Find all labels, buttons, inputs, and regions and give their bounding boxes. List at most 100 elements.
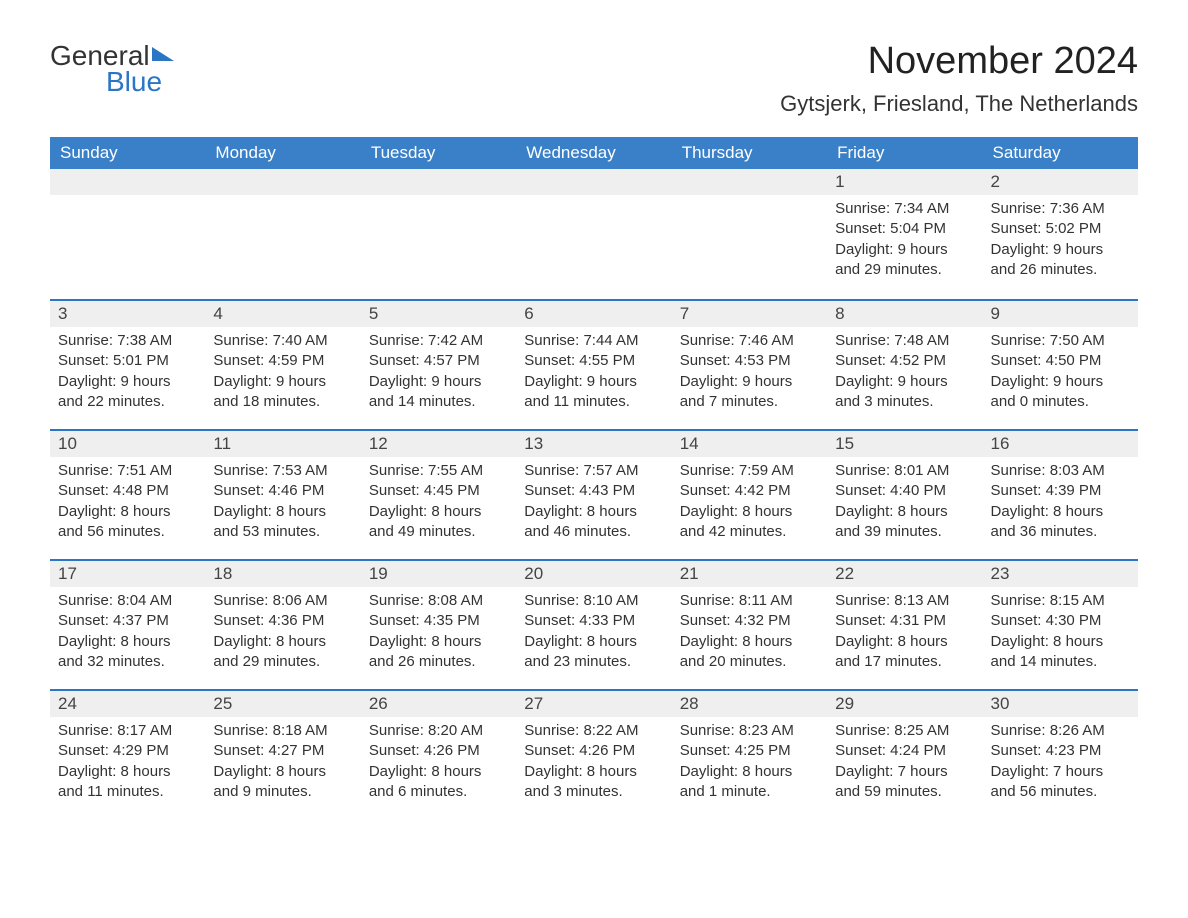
day-sunrise: Sunrise: 8:13 AM	[835, 591, 974, 611]
day-details: Sunrise: 7:59 AMSunset: 4:42 PMDaylight:…	[672, 457, 827, 552]
day-details: Sunrise: 7:34 AMSunset: 5:04 PMDaylight:…	[827, 195, 982, 290]
day-number: 23	[983, 561, 1138, 587]
day-daylight2: and 6 minutes.	[369, 782, 508, 802]
title-block: November 2024 Gytsjerk, Friesland, The N…	[780, 40, 1138, 117]
day-daylight1: Daylight: 9 hours	[213, 372, 352, 392]
day-details: Sunrise: 8:08 AMSunset: 4:35 PMDaylight:…	[361, 587, 516, 682]
day-daylight1: Daylight: 8 hours	[680, 632, 819, 652]
day-sunrise: Sunrise: 8:01 AM	[835, 461, 974, 481]
day-cell: 18Sunrise: 8:06 AMSunset: 4:36 PMDayligh…	[205, 559, 360, 689]
day-daylight2: and 11 minutes.	[524, 392, 663, 412]
daynum-bar: 7	[672, 299, 827, 327]
day-daylight1: Daylight: 7 hours	[835, 762, 974, 782]
day-details: Sunrise: 8:17 AMSunset: 4:29 PMDaylight:…	[50, 717, 205, 812]
logo-triangle-icon	[152, 47, 174, 61]
day-sunrise: Sunrise: 8:03 AM	[991, 461, 1130, 481]
day-details: Sunrise: 7:48 AMSunset: 4:52 PMDaylight:…	[827, 327, 982, 422]
week-row: 1Sunrise: 7:34 AMSunset: 5:04 PMDaylight…	[50, 169, 1138, 299]
day-sunrise: Sunrise: 8:20 AM	[369, 721, 508, 741]
day-sunset: Sunset: 4:35 PM	[369, 611, 508, 631]
day-sunrise: Sunrise: 8:08 AM	[369, 591, 508, 611]
day-sunset: Sunset: 4:43 PM	[524, 481, 663, 501]
day-sunrise: Sunrise: 7:42 AM	[369, 331, 508, 351]
day-details: Sunrise: 8:25 AMSunset: 4:24 PMDaylight:…	[827, 717, 982, 812]
day-sunset: Sunset: 4:59 PM	[213, 351, 352, 371]
daynum-bar: 16	[983, 429, 1138, 457]
day-cell	[205, 169, 360, 299]
empty-daynum-bar	[516, 169, 671, 195]
day-sunset: Sunset: 4:36 PM	[213, 611, 352, 631]
day-number: 30	[983, 691, 1138, 717]
day-details: Sunrise: 8:26 AMSunset: 4:23 PMDaylight:…	[983, 717, 1138, 812]
day-sunset: Sunset: 4:23 PM	[991, 741, 1130, 761]
day-number: 29	[827, 691, 982, 717]
daynum-bar: 28	[672, 689, 827, 717]
day-daylight2: and 29 minutes.	[835, 260, 974, 280]
day-cell: 10Sunrise: 7:51 AMSunset: 4:48 PMDayligh…	[50, 429, 205, 559]
day-daylight1: Daylight: 8 hours	[991, 502, 1130, 522]
day-daylight2: and 14 minutes.	[991, 652, 1130, 672]
daynum-bar: 8	[827, 299, 982, 327]
daynum-bar: 24	[50, 689, 205, 717]
day-sunrise: Sunrise: 8:04 AM	[58, 591, 197, 611]
day-sunrise: Sunrise: 7:34 AM	[835, 199, 974, 219]
day-cell: 11Sunrise: 7:53 AMSunset: 4:46 PMDayligh…	[205, 429, 360, 559]
day-daylight1: Daylight: 8 hours	[369, 502, 508, 522]
day-cell: 6Sunrise: 7:44 AMSunset: 4:55 PMDaylight…	[516, 299, 671, 429]
day-daylight1: Daylight: 8 hours	[58, 762, 197, 782]
day-number: 24	[50, 691, 205, 717]
day-details: Sunrise: 8:01 AMSunset: 4:40 PMDaylight:…	[827, 457, 982, 552]
daynum-bar: 23	[983, 559, 1138, 587]
daynum-bar: 5	[361, 299, 516, 327]
day-details: Sunrise: 8:13 AMSunset: 4:31 PMDaylight:…	[827, 587, 982, 682]
day-cell	[672, 169, 827, 299]
empty-daynum-bar	[672, 169, 827, 195]
day-details: Sunrise: 7:50 AMSunset: 4:50 PMDaylight:…	[983, 327, 1138, 422]
day-daylight2: and 49 minutes.	[369, 522, 508, 542]
day-cell: 27Sunrise: 8:22 AMSunset: 4:26 PMDayligh…	[516, 689, 671, 819]
day-cell	[516, 169, 671, 299]
day-details: Sunrise: 8:11 AMSunset: 4:32 PMDaylight:…	[672, 587, 827, 682]
day-number: 20	[516, 561, 671, 587]
daynum-bar: 1	[827, 169, 982, 195]
day-daylight2: and 39 minutes.	[835, 522, 974, 542]
day-number: 1	[827, 169, 982, 195]
empty-daynum-bar	[50, 169, 205, 195]
daynum-bar: 29	[827, 689, 982, 717]
day-sunrise: Sunrise: 7:46 AM	[680, 331, 819, 351]
day-sunset: Sunset: 4:57 PM	[369, 351, 508, 371]
day-number: 14	[672, 431, 827, 457]
daynum-bar: 12	[361, 429, 516, 457]
day-details: Sunrise: 8:20 AMSunset: 4:26 PMDaylight:…	[361, 717, 516, 812]
daynum-bar: 10	[50, 429, 205, 457]
daynum-bar: 26	[361, 689, 516, 717]
daynum-bar: 9	[983, 299, 1138, 327]
day-sunrise: Sunrise: 7:53 AM	[213, 461, 352, 481]
day-sunrise: Sunrise: 7:55 AM	[369, 461, 508, 481]
day-number: 21	[672, 561, 827, 587]
day-details: Sunrise: 8:03 AMSunset: 4:39 PMDaylight:…	[983, 457, 1138, 552]
daynum-bar: 14	[672, 429, 827, 457]
day-cell: 22Sunrise: 8:13 AMSunset: 4:31 PMDayligh…	[827, 559, 982, 689]
day-details: Sunrise: 8:10 AMSunset: 4:33 PMDaylight:…	[516, 587, 671, 682]
day-cell: 24Sunrise: 8:17 AMSunset: 4:29 PMDayligh…	[50, 689, 205, 819]
day-details: Sunrise: 7:55 AMSunset: 4:45 PMDaylight:…	[361, 457, 516, 552]
day-number: 16	[983, 431, 1138, 457]
day-daylight1: Daylight: 9 hours	[369, 372, 508, 392]
day-cell: 8Sunrise: 7:48 AMSunset: 4:52 PMDaylight…	[827, 299, 982, 429]
day-sunset: Sunset: 4:26 PM	[369, 741, 508, 761]
day-sunset: Sunset: 4:29 PM	[58, 741, 197, 761]
day-number: 7	[672, 301, 827, 327]
day-cell: 26Sunrise: 8:20 AMSunset: 4:26 PMDayligh…	[361, 689, 516, 819]
day-sunrise: Sunrise: 7:50 AM	[991, 331, 1130, 351]
day-daylight2: and 3 minutes.	[835, 392, 974, 412]
logo: General Blue	[50, 40, 174, 98]
day-sunset: Sunset: 4:48 PM	[58, 481, 197, 501]
day-cell: 23Sunrise: 8:15 AMSunset: 4:30 PMDayligh…	[983, 559, 1138, 689]
day-details: Sunrise: 7:53 AMSunset: 4:46 PMDaylight:…	[205, 457, 360, 552]
day-sunrise: Sunrise: 8:18 AM	[213, 721, 352, 741]
day-sunrise: Sunrise: 7:40 AM	[213, 331, 352, 351]
day-sunset: Sunset: 4:25 PM	[680, 741, 819, 761]
day-daylight1: Daylight: 8 hours	[213, 632, 352, 652]
daynum-bar: 30	[983, 689, 1138, 717]
